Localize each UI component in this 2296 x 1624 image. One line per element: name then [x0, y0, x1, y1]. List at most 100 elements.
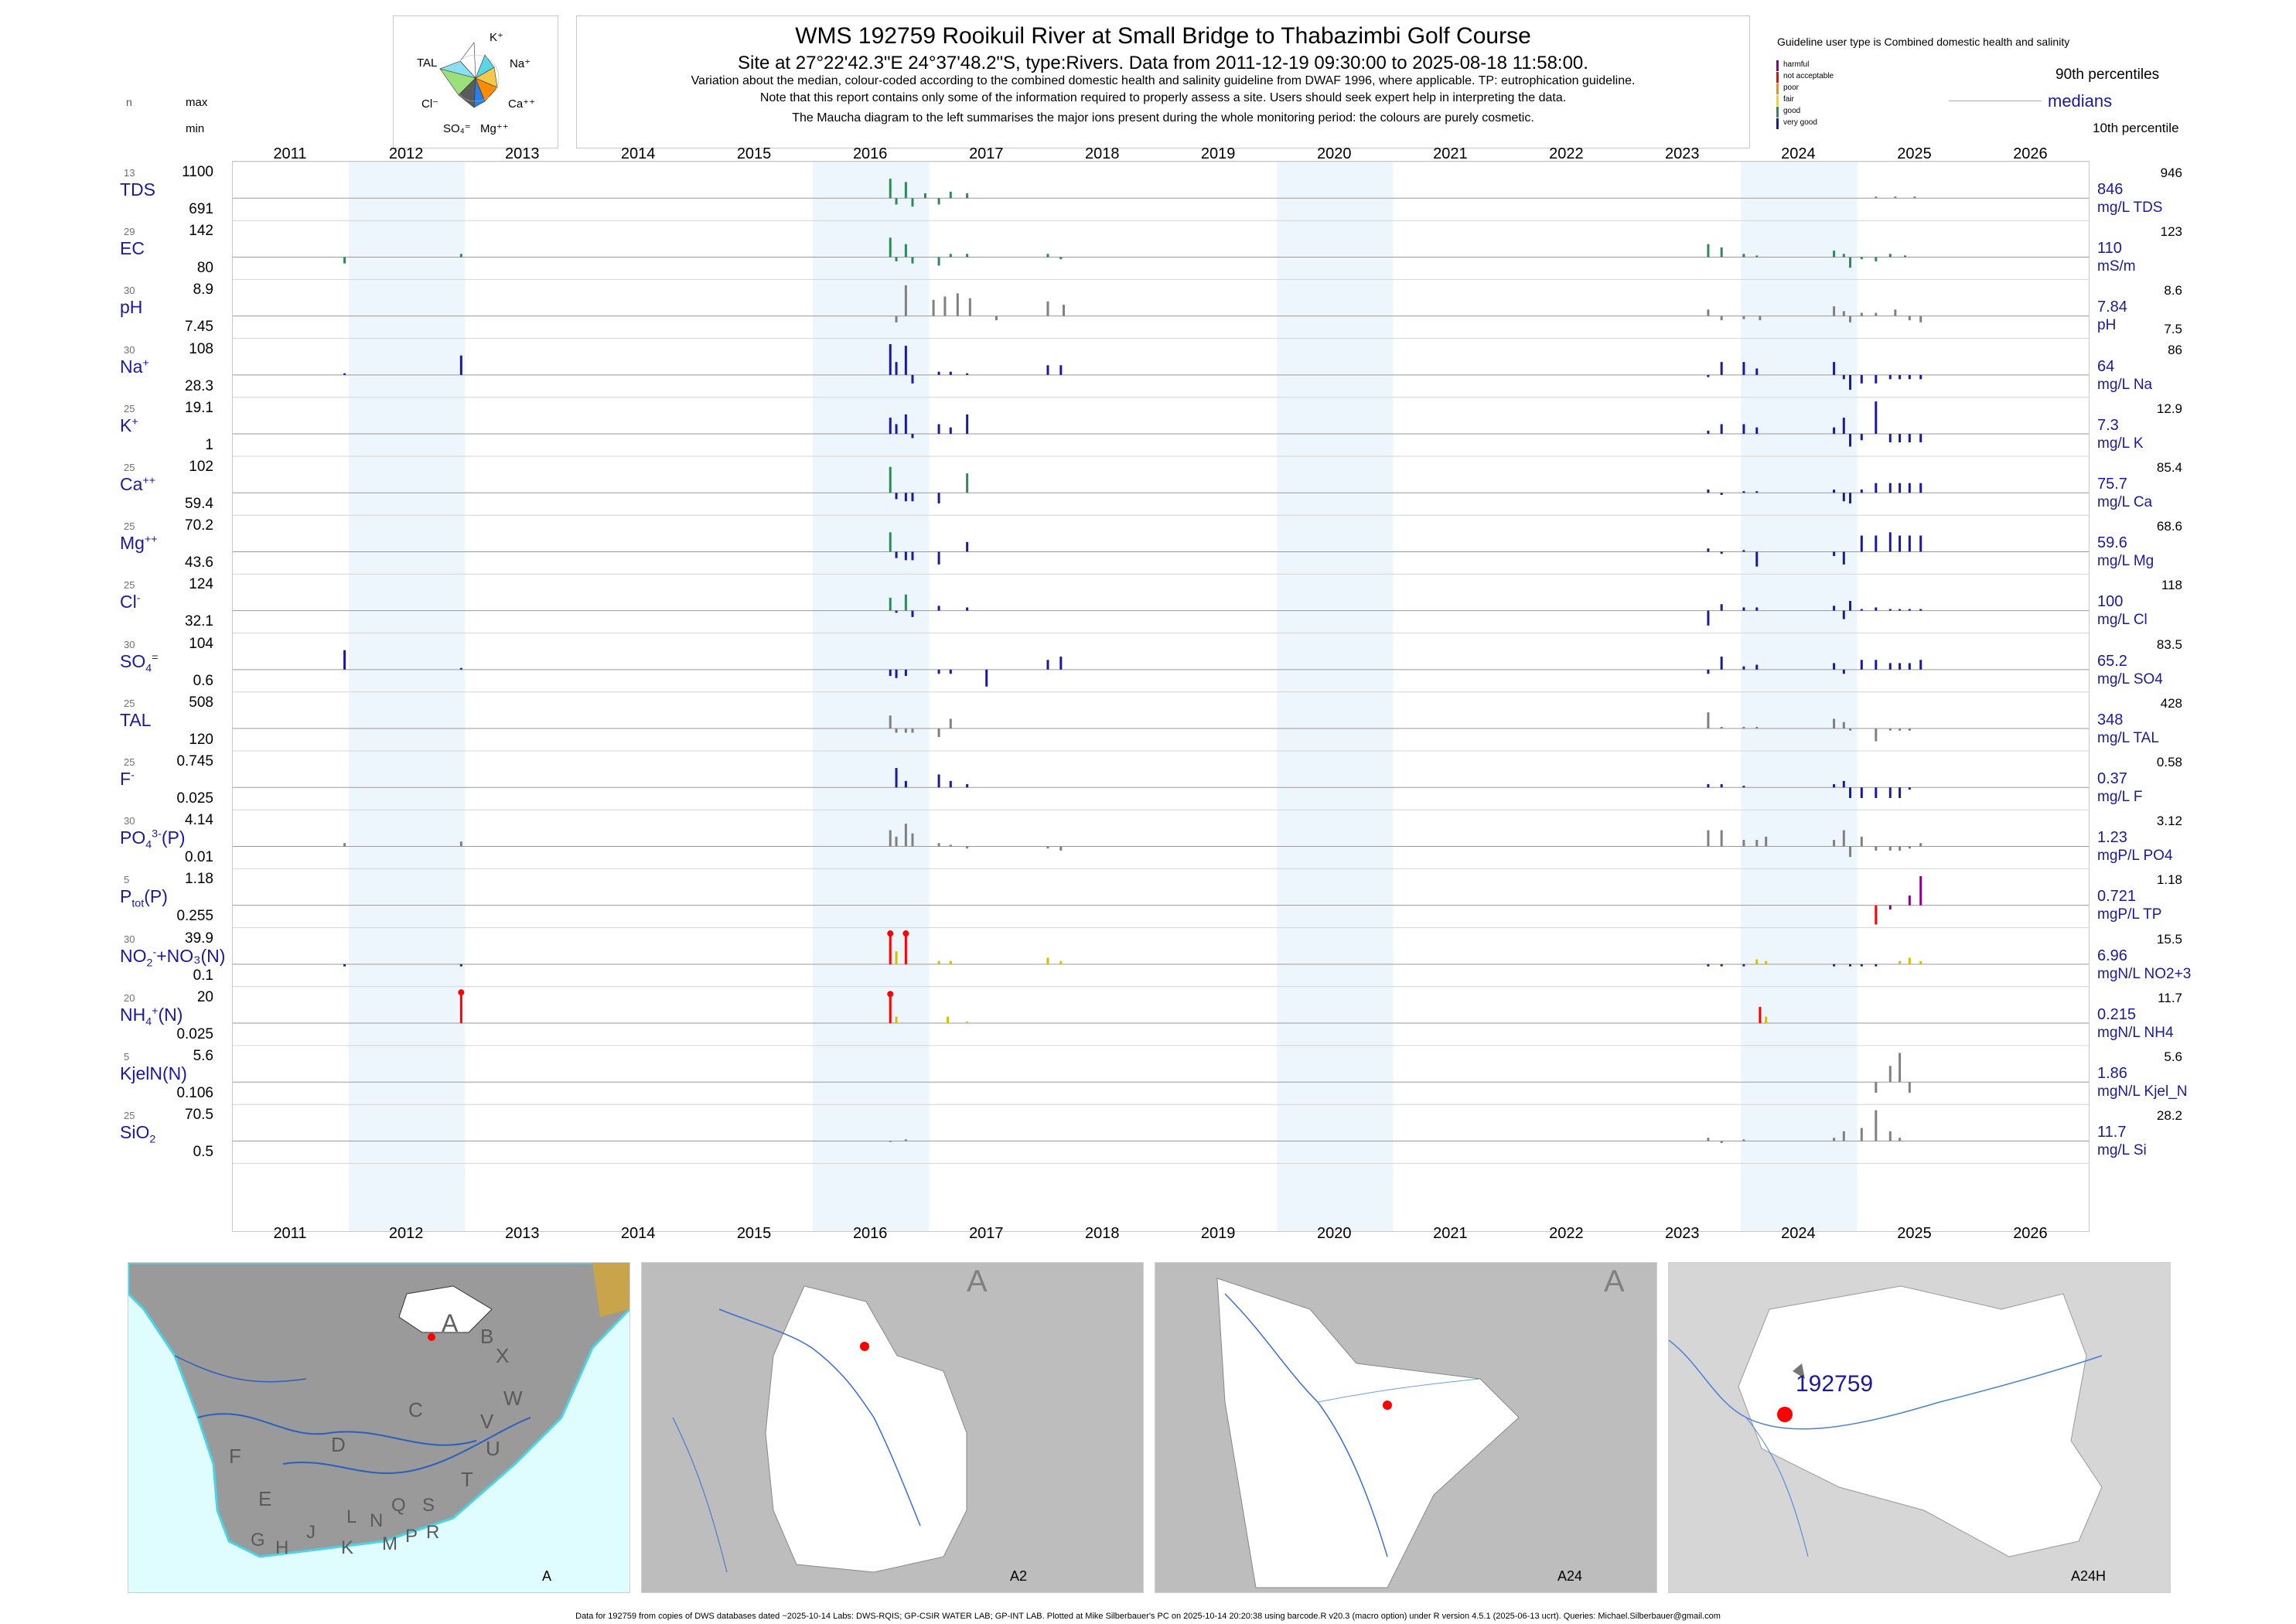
year-label-bottom: 2014 — [620, 1225, 656, 1242]
panel-nh4 — [233, 986, 2089, 1024]
panel-k — [233, 397, 2089, 447]
param-max-na: 108 — [189, 340, 213, 357]
maucha-label-mg: Mg⁺⁺ — [480, 122, 509, 135]
panel-ec — [233, 220, 2089, 268]
param-name-po4: PO43-(P) — [120, 827, 186, 851]
param-max-tds: 1100 — [182, 164, 213, 180]
shaded-year-band — [348, 162, 466, 1231]
param-median-kjel: 1.86 — [2097, 1065, 2127, 1082]
param-max-mg: 70.2 — [185, 517, 213, 534]
map-a-letter-f: F — [229, 1445, 241, 1468]
param-min-sio2: 0.5 — [193, 1144, 213, 1161]
param-p90-no3: 15.5 — [2156, 931, 2182, 947]
param-p90-kjel: 5.6 — [2164, 1049, 2182, 1064]
year-label-top: 2011 — [273, 145, 307, 162]
legend-swatch — [1776, 72, 1779, 83]
param-n-so4: 30 — [124, 638, 135, 650]
map-a2-svg — [642, 1263, 1143, 1592]
param-max-cl: 124 — [189, 576, 213, 593]
legend-p10: 10th percentile — [2093, 121, 2179, 135]
map-a-letter-p: P — [405, 1526, 418, 1547]
map-a-caption: A — [542, 1568, 552, 1584]
year-label-top: 2012 — [388, 145, 424, 162]
map-a24h-svg — [1669, 1263, 2170, 1592]
map-a-catchment-label: A — [442, 1309, 459, 1337]
param-median-ph: 7.84 — [2097, 299, 2127, 316]
param-p90-tds: 946 — [2160, 165, 2182, 180]
map-a-letter-g: G — [251, 1530, 265, 1551]
param-min-k: 1 — [205, 436, 213, 453]
legend-swatch — [1776, 60, 1779, 71]
map-a-letter-h: H — [275, 1537, 289, 1558]
param-n-kjel: 5 — [124, 1051, 130, 1063]
param-name-cl: Cl- — [120, 592, 141, 612]
param-unit-nh4: mgN/L NH4 — [2097, 1024, 2174, 1041]
map-a-letter-s: S — [422, 1495, 435, 1516]
map-a2-caption: A2 — [1010, 1568, 1028, 1584]
maucha-label-tal: TAL — [417, 56, 438, 70]
barcode-plot — [232, 161, 2090, 1232]
param-unit-ca: mg/L Ca — [2097, 494, 2153, 510]
year-label-top: 2022 — [1549, 145, 1584, 162]
param-median-k: 7.3 — [2097, 416, 2119, 434]
param-max-so4: 104 — [189, 635, 213, 652]
param-median-ec: 110 — [2097, 240, 2122, 258]
param-name-sio2: SiO2 — [120, 1122, 156, 1146]
param-median-ca: 75.7 — [2097, 476, 2127, 493]
param-p90-nh4: 11.7 — [2158, 990, 2182, 1005]
year-label-top: 2020 — [1317, 145, 1352, 162]
year-label-bottom: 2016 — [852, 1225, 888, 1242]
param-max-ca: 102 — [189, 459, 213, 475]
param-max-tal: 508 — [189, 694, 213, 711]
param-max-nh4: 20 — [196, 988, 213, 1005]
year-label-bottom: 2022 — [1549, 1225, 1584, 1242]
param-min-cl: 32.1 — [185, 613, 213, 630]
maucha-svg — [439, 42, 500, 108]
map-a-letter-n: N — [370, 1510, 384, 1531]
param-min-f: 0.025 — [176, 790, 213, 807]
year-label-top: 2019 — [1200, 145, 1236, 162]
note-3: The Maucha diagram to the left summarise… — [792, 111, 1534, 125]
param-n-mg: 25 — [124, 520, 135, 533]
param-name-tds: TDS — [120, 179, 155, 200]
map-a-svg — [128, 1263, 629, 1558]
param-n-f: 25 — [124, 756, 135, 768]
param-min-so4: 0.6 — [193, 672, 213, 689]
maucha-diagram: K⁺ Na⁺ Ca⁺⁺ Mg⁺⁺ SO₄⁼ Cl⁻ TAL — [393, 15, 558, 148]
param-name-na: Na+ — [120, 356, 149, 377]
year-label-top: 2016 — [852, 145, 888, 162]
map-a-letter-t: T — [461, 1468, 473, 1491]
exceedance-marker — [458, 989, 465, 996]
param-median-na: 64 — [2097, 357, 2115, 375]
param-max-kjel: 5.6 — [193, 1048, 213, 1064]
param-min-ph: 7.45 — [185, 319, 213, 336]
panel-so4 — [233, 633, 2089, 687]
param-p90-sio2: 28.2 — [2156, 1108, 2182, 1124]
param-name-k: K+ — [120, 415, 138, 435]
year-label-top: 2026 — [2013, 145, 2048, 162]
param-min-ptot: 0.255 — [176, 908, 213, 925]
param-unit-no3: mgN/L NO2+3 — [2097, 965, 2192, 982]
param-min-na: 28.3 — [185, 377, 213, 394]
param-p90-k: 12.9 — [2156, 401, 2182, 416]
param-n-nh4: 20 — [124, 991, 135, 1004]
header-n: n — [126, 96, 132, 108]
param-name-no3: NO2-+NO₃(N) — [120, 945, 226, 970]
year-label-bottom: 2024 — [1781, 1225, 1816, 1242]
legend-medians: medians — [2048, 91, 2113, 111]
panel-ca — [233, 455, 2089, 503]
param-n-tal: 25 — [124, 697, 135, 709]
panel-cl — [233, 573, 2089, 626]
param-unit-ptot: mgP/L TP — [2097, 906, 2162, 923]
map-a24-caption: A24 — [1557, 1568, 1583, 1584]
param-name-ca: Ca++ — [120, 474, 156, 494]
panel-ptot — [233, 868, 2089, 925]
param-name-tal: TAL — [120, 709, 152, 730]
year-label-top: 2021 — [1433, 145, 1468, 162]
year-label-bottom: 2012 — [388, 1225, 424, 1242]
header-min: min — [186, 122, 205, 135]
year-label-bottom: 2020 — [1317, 1225, 1352, 1242]
map-a2: A A2 — [641, 1262, 1144, 1593]
param-name-kjel: KjelN(N) — [120, 1063, 187, 1083]
year-label-top: 2018 — [1084, 145, 1120, 162]
